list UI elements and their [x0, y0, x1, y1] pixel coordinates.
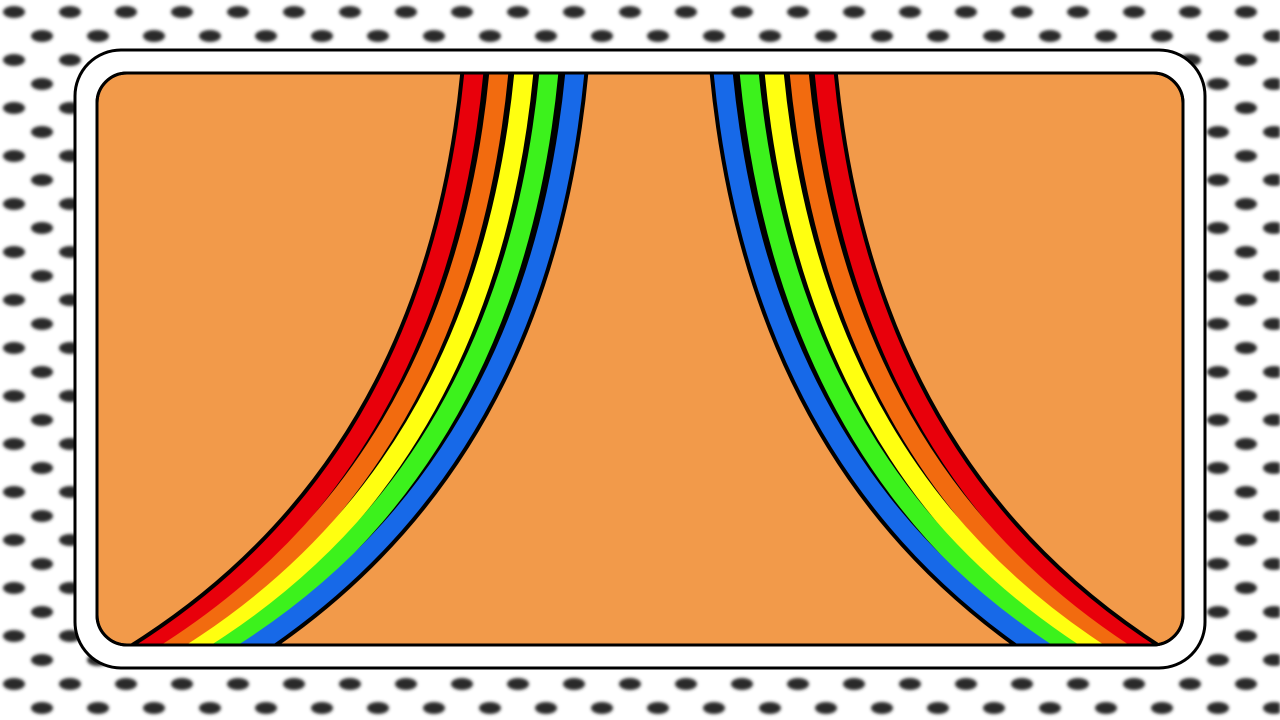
- band-yellow: [763, 73, 1116, 645]
- rainbow-right: [708, 73, 1168, 645]
- band-green: [200, 73, 560, 645]
- band-orange: [150, 73, 510, 645]
- rainbow-left: [122, 73, 590, 645]
- band-orange: [788, 73, 1141, 645]
- band-green: [738, 73, 1091, 645]
- band-red: [813, 73, 1166, 645]
- inner-panel-border: [95, 71, 1185, 647]
- band-blue: [227, 73, 586, 645]
- band-red: [125, 73, 485, 645]
- band-yellow: [175, 73, 535, 645]
- band-blue: [712, 73, 1064, 645]
